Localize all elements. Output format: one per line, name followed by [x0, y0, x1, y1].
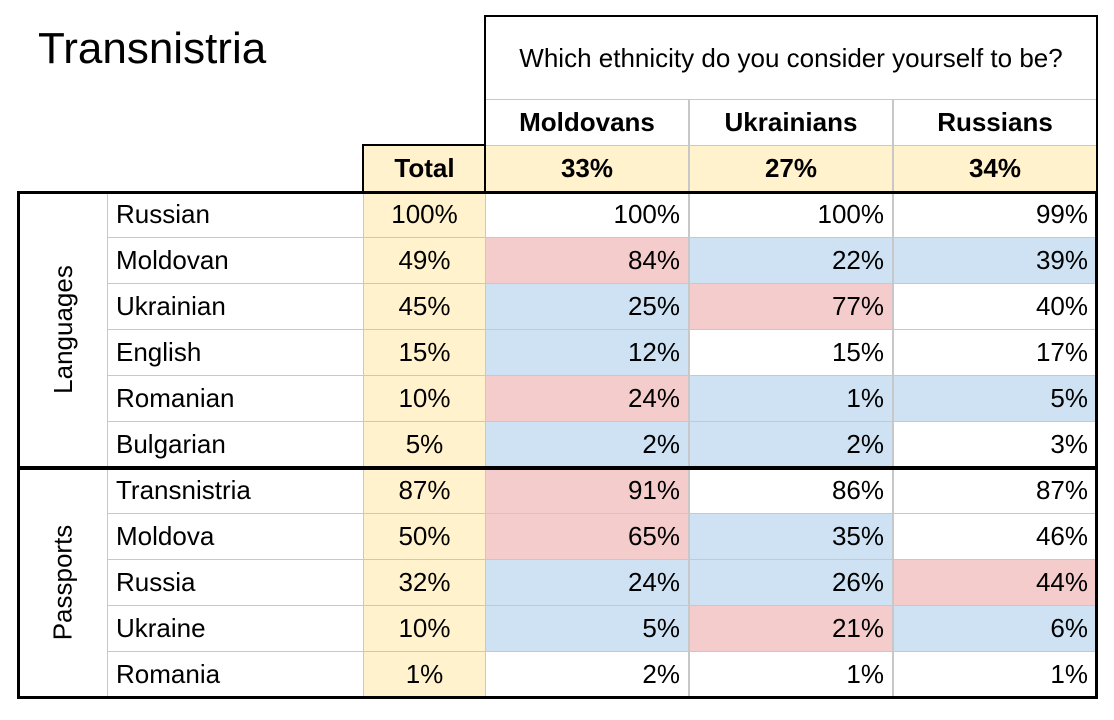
row-total: 15% [363, 329, 486, 376]
row-label: Bulgarian [107, 421, 364, 468]
value-cell: 5% [485, 605, 689, 652]
value-cell: 77% [689, 283, 893, 330]
value-cell: 65% [485, 513, 689, 560]
row-total: 5% [363, 421, 486, 468]
value-cell: 1% [893, 651, 1097, 698]
value-cell: 22% [689, 237, 893, 284]
value-cell: 84% [485, 237, 689, 284]
value-cell: 1% [689, 375, 893, 422]
title: Transnistria [38, 24, 267, 73]
total-header: Total [363, 145, 486, 192]
value-cell: 5% [893, 375, 1097, 422]
row-total: 100% [363, 191, 486, 238]
row-total: 45% [363, 283, 486, 330]
value-cell: 86% [689, 467, 893, 514]
row-label: Ukrainian [107, 283, 364, 330]
value-cell: 2% [485, 421, 689, 468]
row-label: Ukraine [107, 605, 364, 652]
column-header: Ukrainians [689, 99, 893, 146]
row-label: Moldova [107, 513, 364, 560]
row-total: 87% [363, 467, 486, 514]
row-total: 50% [363, 513, 486, 560]
value-cell: 1% [689, 651, 893, 698]
row-label: Russia [107, 559, 364, 606]
row-label: Russian [107, 191, 364, 238]
value-cell: 6% [893, 605, 1097, 652]
row-total: 1% [363, 651, 486, 698]
value-cell: 15% [689, 329, 893, 376]
value-cell: 24% [485, 559, 689, 606]
row-total: 32% [363, 559, 486, 606]
group-label: Passports [47, 524, 78, 640]
value-cell: 99% [893, 191, 1097, 238]
value-cell: 25% [485, 283, 689, 330]
row-total: 10% [363, 375, 486, 422]
value-cell: 35% [689, 513, 893, 560]
value-cell: 2% [689, 421, 893, 468]
row-label: English [107, 329, 364, 376]
value-cell: 24% [485, 375, 689, 422]
column-header: Moldovans [485, 99, 689, 146]
value-cell: 46% [893, 513, 1097, 560]
column-total: 34% [893, 145, 1097, 192]
group-label: Languages [47, 264, 78, 394]
value-cell: 100% [485, 191, 689, 238]
value-cell: 12% [485, 329, 689, 376]
value-cell: 3% [893, 421, 1097, 468]
column-total: 27% [689, 145, 893, 192]
value-cell: 21% [689, 605, 893, 652]
column-header: Russians [893, 99, 1097, 146]
value-cell: 17% [893, 329, 1097, 376]
value-cell: 39% [893, 237, 1097, 284]
value-cell: 87% [893, 467, 1097, 514]
value-cell: 2% [485, 651, 689, 698]
question: Which ethnicity do you consider yourself… [485, 16, 1097, 100]
row-label: Romanian [107, 375, 364, 422]
row-label: Romania [107, 651, 364, 698]
value-cell: 26% [689, 559, 893, 606]
value-cell: 91% [485, 467, 689, 514]
value-cell: 100% [689, 191, 893, 238]
row-total: 49% [363, 237, 486, 284]
value-cell: 40% [893, 283, 1097, 330]
row-label: Moldovan [107, 237, 364, 284]
row-total: 10% [363, 605, 486, 652]
value-cell: 44% [893, 559, 1097, 606]
column-total: 33% [485, 145, 689, 192]
row-label: Transnistria [107, 467, 364, 514]
